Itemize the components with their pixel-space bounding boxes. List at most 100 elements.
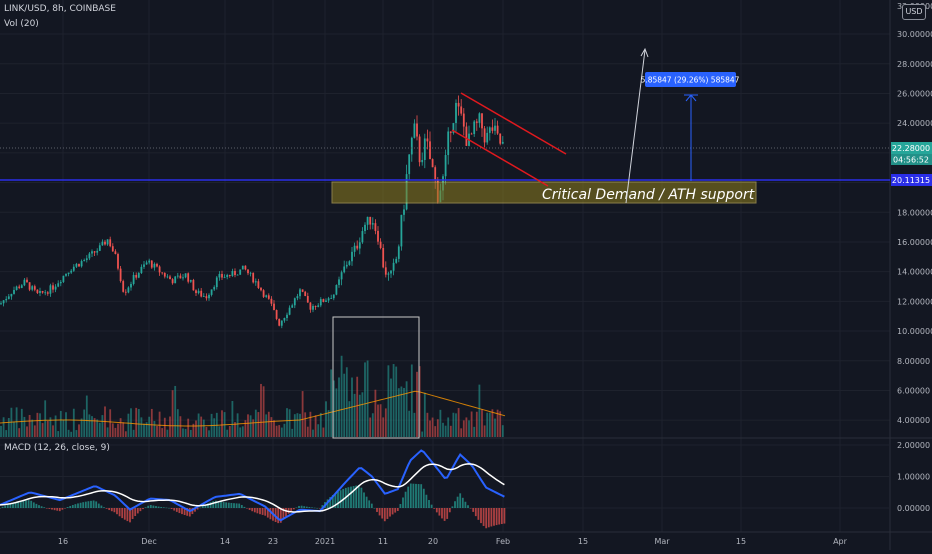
volume-bar [442,422,444,437]
volume-bar [101,415,104,437]
macd-histogram-bar [207,503,209,508]
candle-body [208,294,210,299]
candle-body [304,291,307,297]
candle-body [390,270,392,274]
candle-body [161,272,164,274]
candle-body [301,289,304,292]
candle-body [137,273,140,278]
volume-bar [283,423,286,437]
macd-histogram-bar [370,503,373,508]
candle-body [366,216,369,225]
candle-body [39,291,41,294]
volume-bar [226,429,229,437]
candle-body [234,271,236,275]
macd-histogram-bar [311,507,313,508]
volume-bar [5,430,8,437]
candle-body [20,285,23,288]
macd-histogram-bar [443,508,446,521]
candle-body [379,241,382,248]
macd-histogram-bar [256,508,259,514]
volume-bar [184,428,187,437]
volume-bar [405,381,408,437]
macd-histogram-bar [417,484,420,508]
macd-histogram-bar [204,504,207,508]
candle-body [262,290,265,297]
volume-bar [67,429,70,437]
macd-histogram-bar [14,502,17,508]
price-axis-tick: 16.00000 [897,238,932,247]
candle-body [475,121,478,123]
volume-bar [444,425,447,437]
volume-bar [18,428,21,437]
candle-body [306,296,309,303]
volume-bar [236,413,239,437]
macd-histogram-bar [269,508,272,520]
candle-body [44,292,47,294]
volume-bar [62,419,65,437]
macd-histogram-bar [438,508,441,516]
candle-body [413,123,416,138]
time-axis-tick: 23 [268,537,278,546]
volume-bar [265,414,268,437]
price-axis-tick: 6.00000 [897,386,930,395]
candle-body [23,279,26,286]
volume-bar [41,423,44,437]
candle-body [319,299,322,306]
volume-bar [44,400,47,437]
macd-histogram-bar [64,508,66,509]
macd-histogram-bar [321,505,324,508]
candle-body [78,263,80,267]
macd-histogram-bar [295,507,298,509]
candle-body [41,291,44,293]
candle-body [434,167,437,180]
candle-body [338,279,340,285]
volume-bar [114,427,117,437]
macd-histogram-bar [74,504,77,508]
volume-bar [345,367,348,437]
currency-button[interactable]: USD [902,4,926,20]
macd-histogram-bar [428,500,430,508]
candle-body [416,123,418,137]
candle-body [130,283,132,288]
volume-bar [306,426,309,437]
candle-body [213,287,216,290]
volume-bar [182,428,184,437]
macd-histogram-bar [456,496,459,508]
volume-bar [379,404,382,437]
macd-histogram-bar [352,486,355,508]
macd-histogram-bar [378,508,381,516]
volume-bar [468,420,470,437]
macd-histogram-bar [474,508,477,517]
macd-histogram-bar [292,508,295,510]
volume-bar [296,413,299,437]
volume-bar [491,409,494,437]
volume-bar [20,408,23,437]
macd-histogram-bar [51,508,53,510]
candle-body [197,290,200,294]
volume-bar [358,394,361,437]
time-axis-tick: 16 [58,537,68,546]
candle-body [494,125,496,131]
macd-histogram-bar [264,508,267,516]
candle-body [312,306,314,310]
volume-bar [65,412,67,437]
volume-bar [431,417,434,437]
volume-bar [119,418,122,437]
volume-bar [462,420,465,437]
candle-body [426,138,429,142]
macd-histogram-bar [162,507,165,508]
candle-body [254,281,257,283]
macd-histogram-bar [69,505,72,508]
volume-bar [494,418,496,437]
volume-bar [275,425,278,437]
volume-bar [366,360,369,437]
candle-body [361,231,364,243]
macd-axis-tick: 1.00000 [897,473,930,482]
candle-body [293,298,296,306]
candle-body [486,132,489,143]
macd-histogram-bar [40,506,43,508]
volume-bar [189,429,192,437]
macd-histogram-bar [123,508,126,520]
